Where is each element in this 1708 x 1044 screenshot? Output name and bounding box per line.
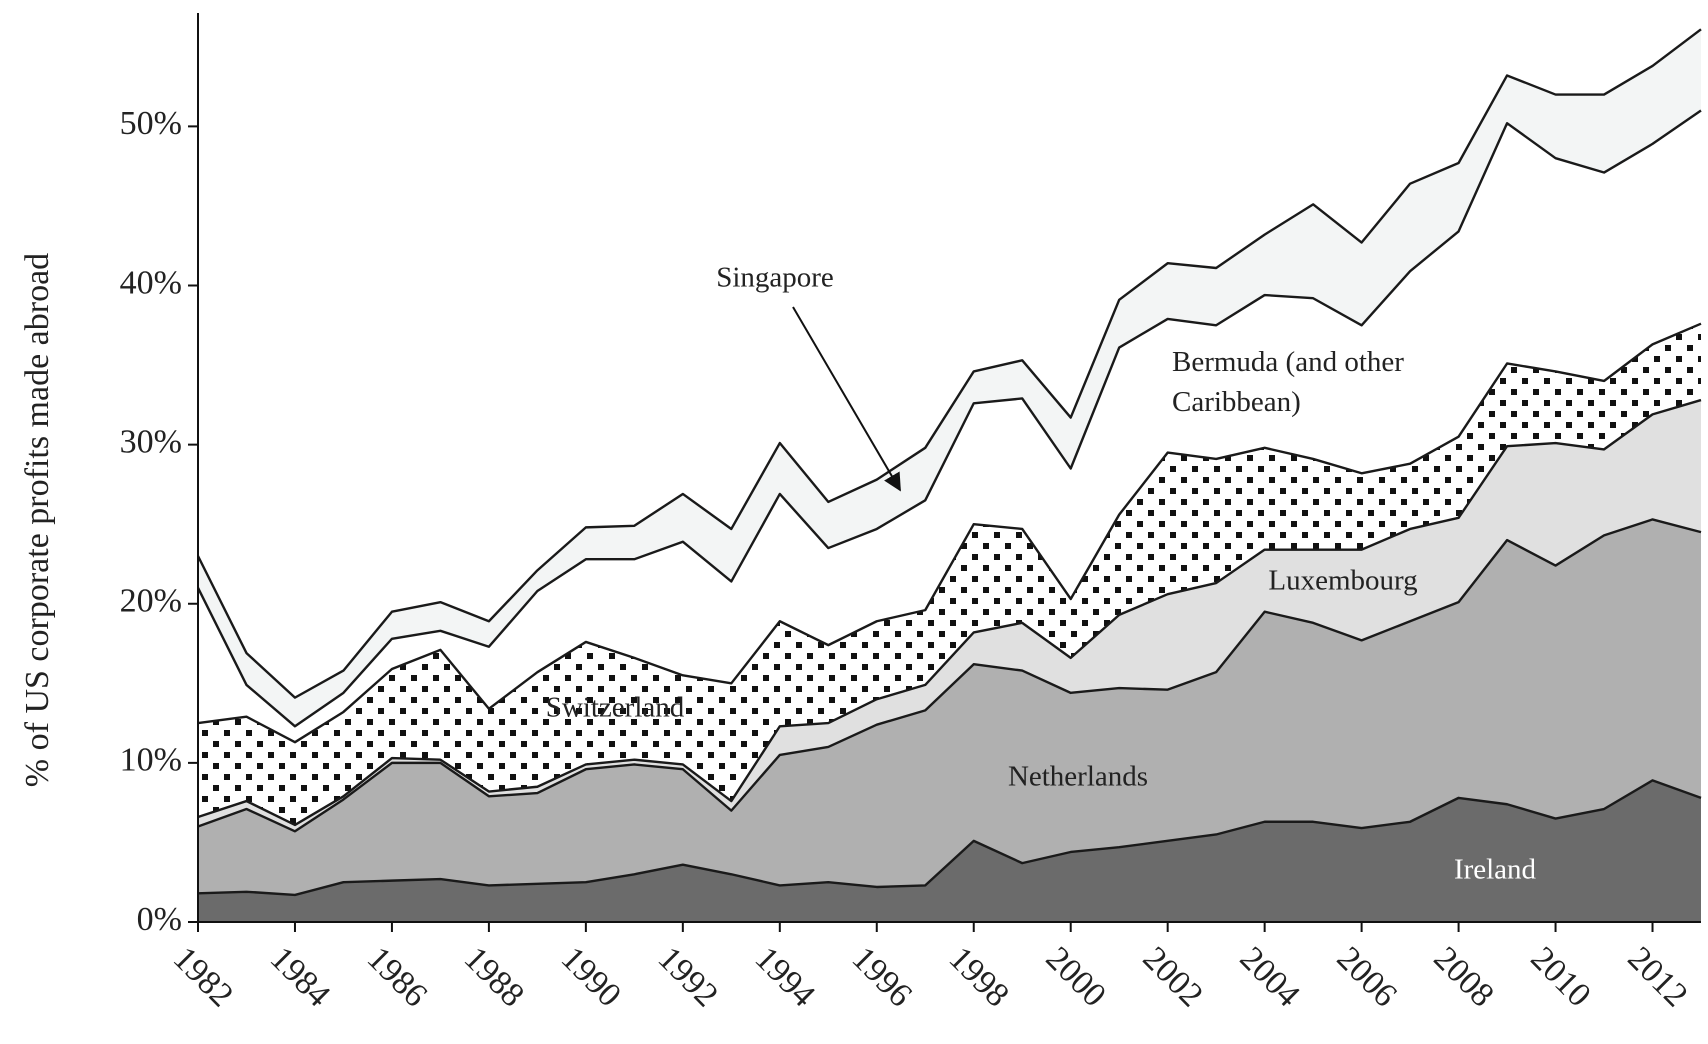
x-tick-label: 2012: [1620, 940, 1694, 1014]
series-label: Switzerland: [546, 692, 685, 724]
plot-area: [196, 28, 1702, 922]
x-tick-label: 2000: [1039, 940, 1113, 1014]
area-edge: [197, 322, 1702, 744]
x-tick-label: 1994: [748, 940, 822, 1014]
x-tick-label: 1992: [651, 940, 725, 1014]
area: [198, 29, 1701, 727]
series-label: Luxembourg: [1268, 565, 1417, 597]
y-tick-label: 20%: [120, 583, 182, 620]
x-tick-label: 2006: [1330, 940, 1404, 1014]
area-edge: [196, 28, 1702, 699]
series-label-box: Bermuda (and other Caribbean): [1172, 346, 1404, 418]
area-edge: [197, 518, 1702, 833]
x-tick-label: 1990: [554, 940, 628, 1014]
area-edge: [196, 109, 1702, 728]
x-tick-label: 2002: [1136, 940, 1210, 1014]
y-tick-label: 50%: [120, 105, 182, 142]
area: [198, 323, 1701, 825]
area: [198, 519, 1701, 895]
area-edge: [197, 779, 1702, 897]
x-tick-label: 1996: [845, 940, 919, 1014]
x-tick-label: 1988: [457, 940, 531, 1014]
x-tick-label: 1982: [166, 940, 240, 1014]
series-label: Bermuda (and other Caribbean): [1172, 346, 1404, 418]
y-tick-label: 40%: [120, 264, 182, 301]
x-tick-label: 2004: [1233, 940, 1307, 1014]
x-tick-label: 1984: [263, 940, 337, 1014]
area: [198, 110, 1701, 743]
x-tick-label: 1998: [942, 940, 1016, 1014]
x-tick-label: 2008: [1427, 940, 1501, 1014]
series-label: Ireland: [1454, 854, 1537, 886]
y-tick-label: 10%: [120, 742, 182, 779]
x-tick-label: 1986: [360, 940, 434, 1014]
area: [198, 400, 1701, 832]
y-axis-label: % of US corporate profits made abroad: [19, 253, 56, 787]
series-label: Singapore: [716, 262, 834, 294]
area-edge: [197, 398, 1702, 827]
x-tick-label: 2010: [1523, 940, 1597, 1014]
y-tick-label: 0%: [137, 901, 182, 938]
series-label: Netherlands: [1008, 761, 1148, 793]
y-tick-label: 30%: [120, 423, 182, 460]
area: [198, 780, 1701, 922]
annotation-arrow: [792, 306, 901, 492]
